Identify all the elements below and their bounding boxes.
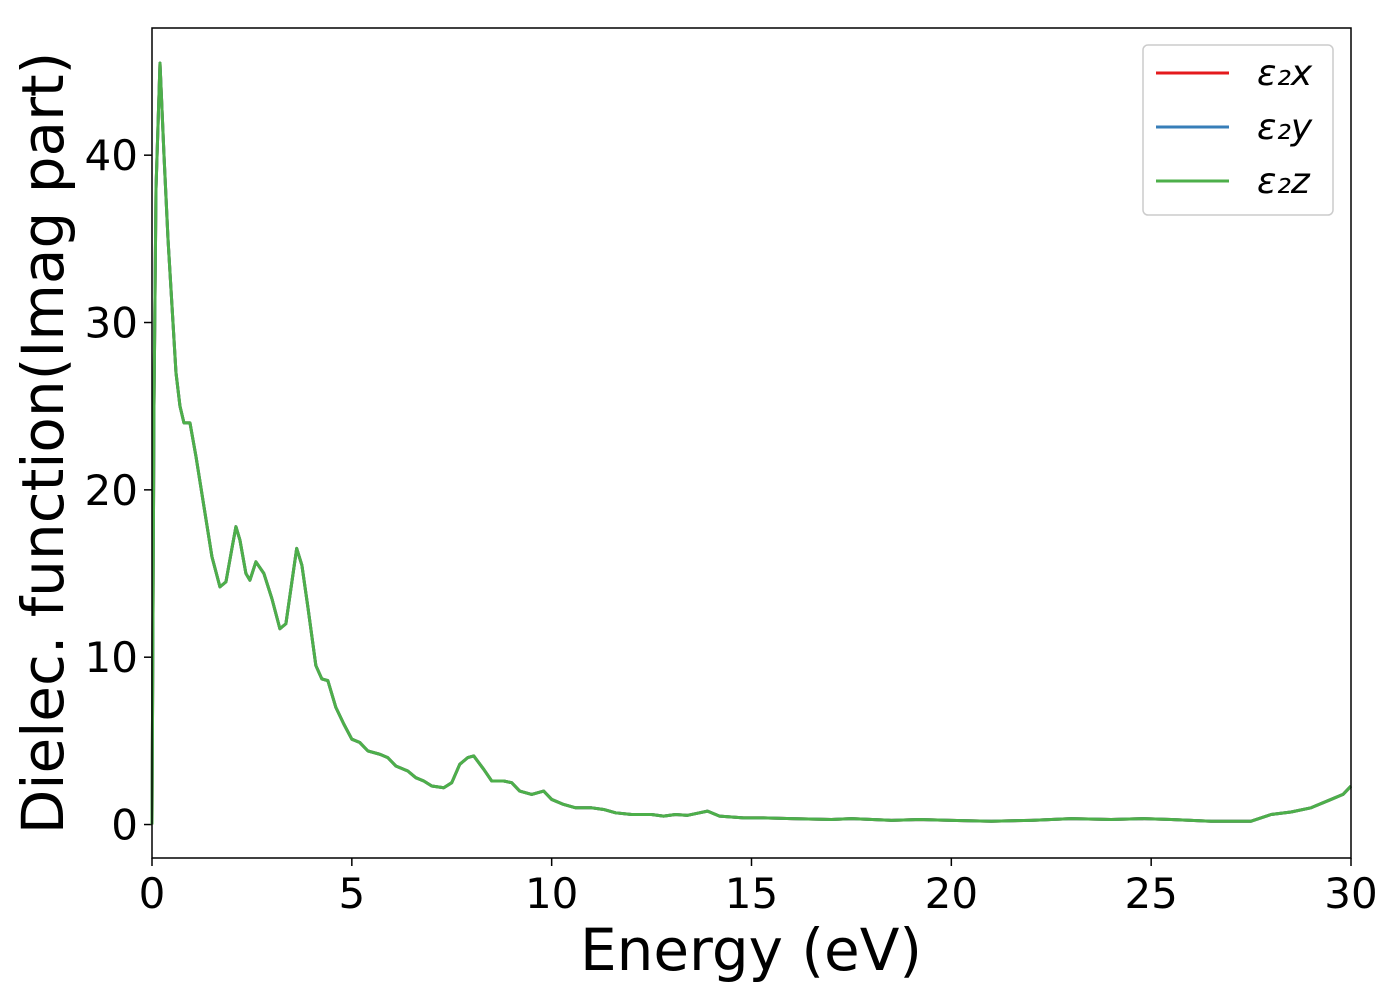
y-tick-label: 10 [85, 633, 138, 682]
x-tick-label: 20 [925, 869, 978, 918]
legend-label: ε₂z [1257, 161, 1311, 202]
x-tick-label: 25 [1124, 869, 1177, 918]
data-line [150, 61, 1353, 825]
y-tick-label: 40 [85, 131, 138, 180]
plot-frame [151, 27, 1352, 859]
y-axis-label: Dielec. function(Imag part) [9, 52, 77, 835]
x-tick-label: 10 [525, 869, 578, 918]
x-axis-label: Energy (eV) [580, 916, 922, 984]
y-tick-label: 20 [85, 466, 138, 515]
y-tick-label: 0 [111, 801, 138, 850]
x-tick-label: 15 [725, 869, 778, 918]
legend-label: ε₂x [1257, 53, 1313, 94]
x-tick-label: 5 [338, 869, 365, 918]
x-tick-label: 0 [139, 869, 166, 918]
x-tick-label: 30 [1324, 869, 1377, 918]
legend-label: ε₂y [1257, 107, 1313, 148]
legend-box [1142, 44, 1334, 216]
y-tick-label: 30 [85, 299, 138, 348]
